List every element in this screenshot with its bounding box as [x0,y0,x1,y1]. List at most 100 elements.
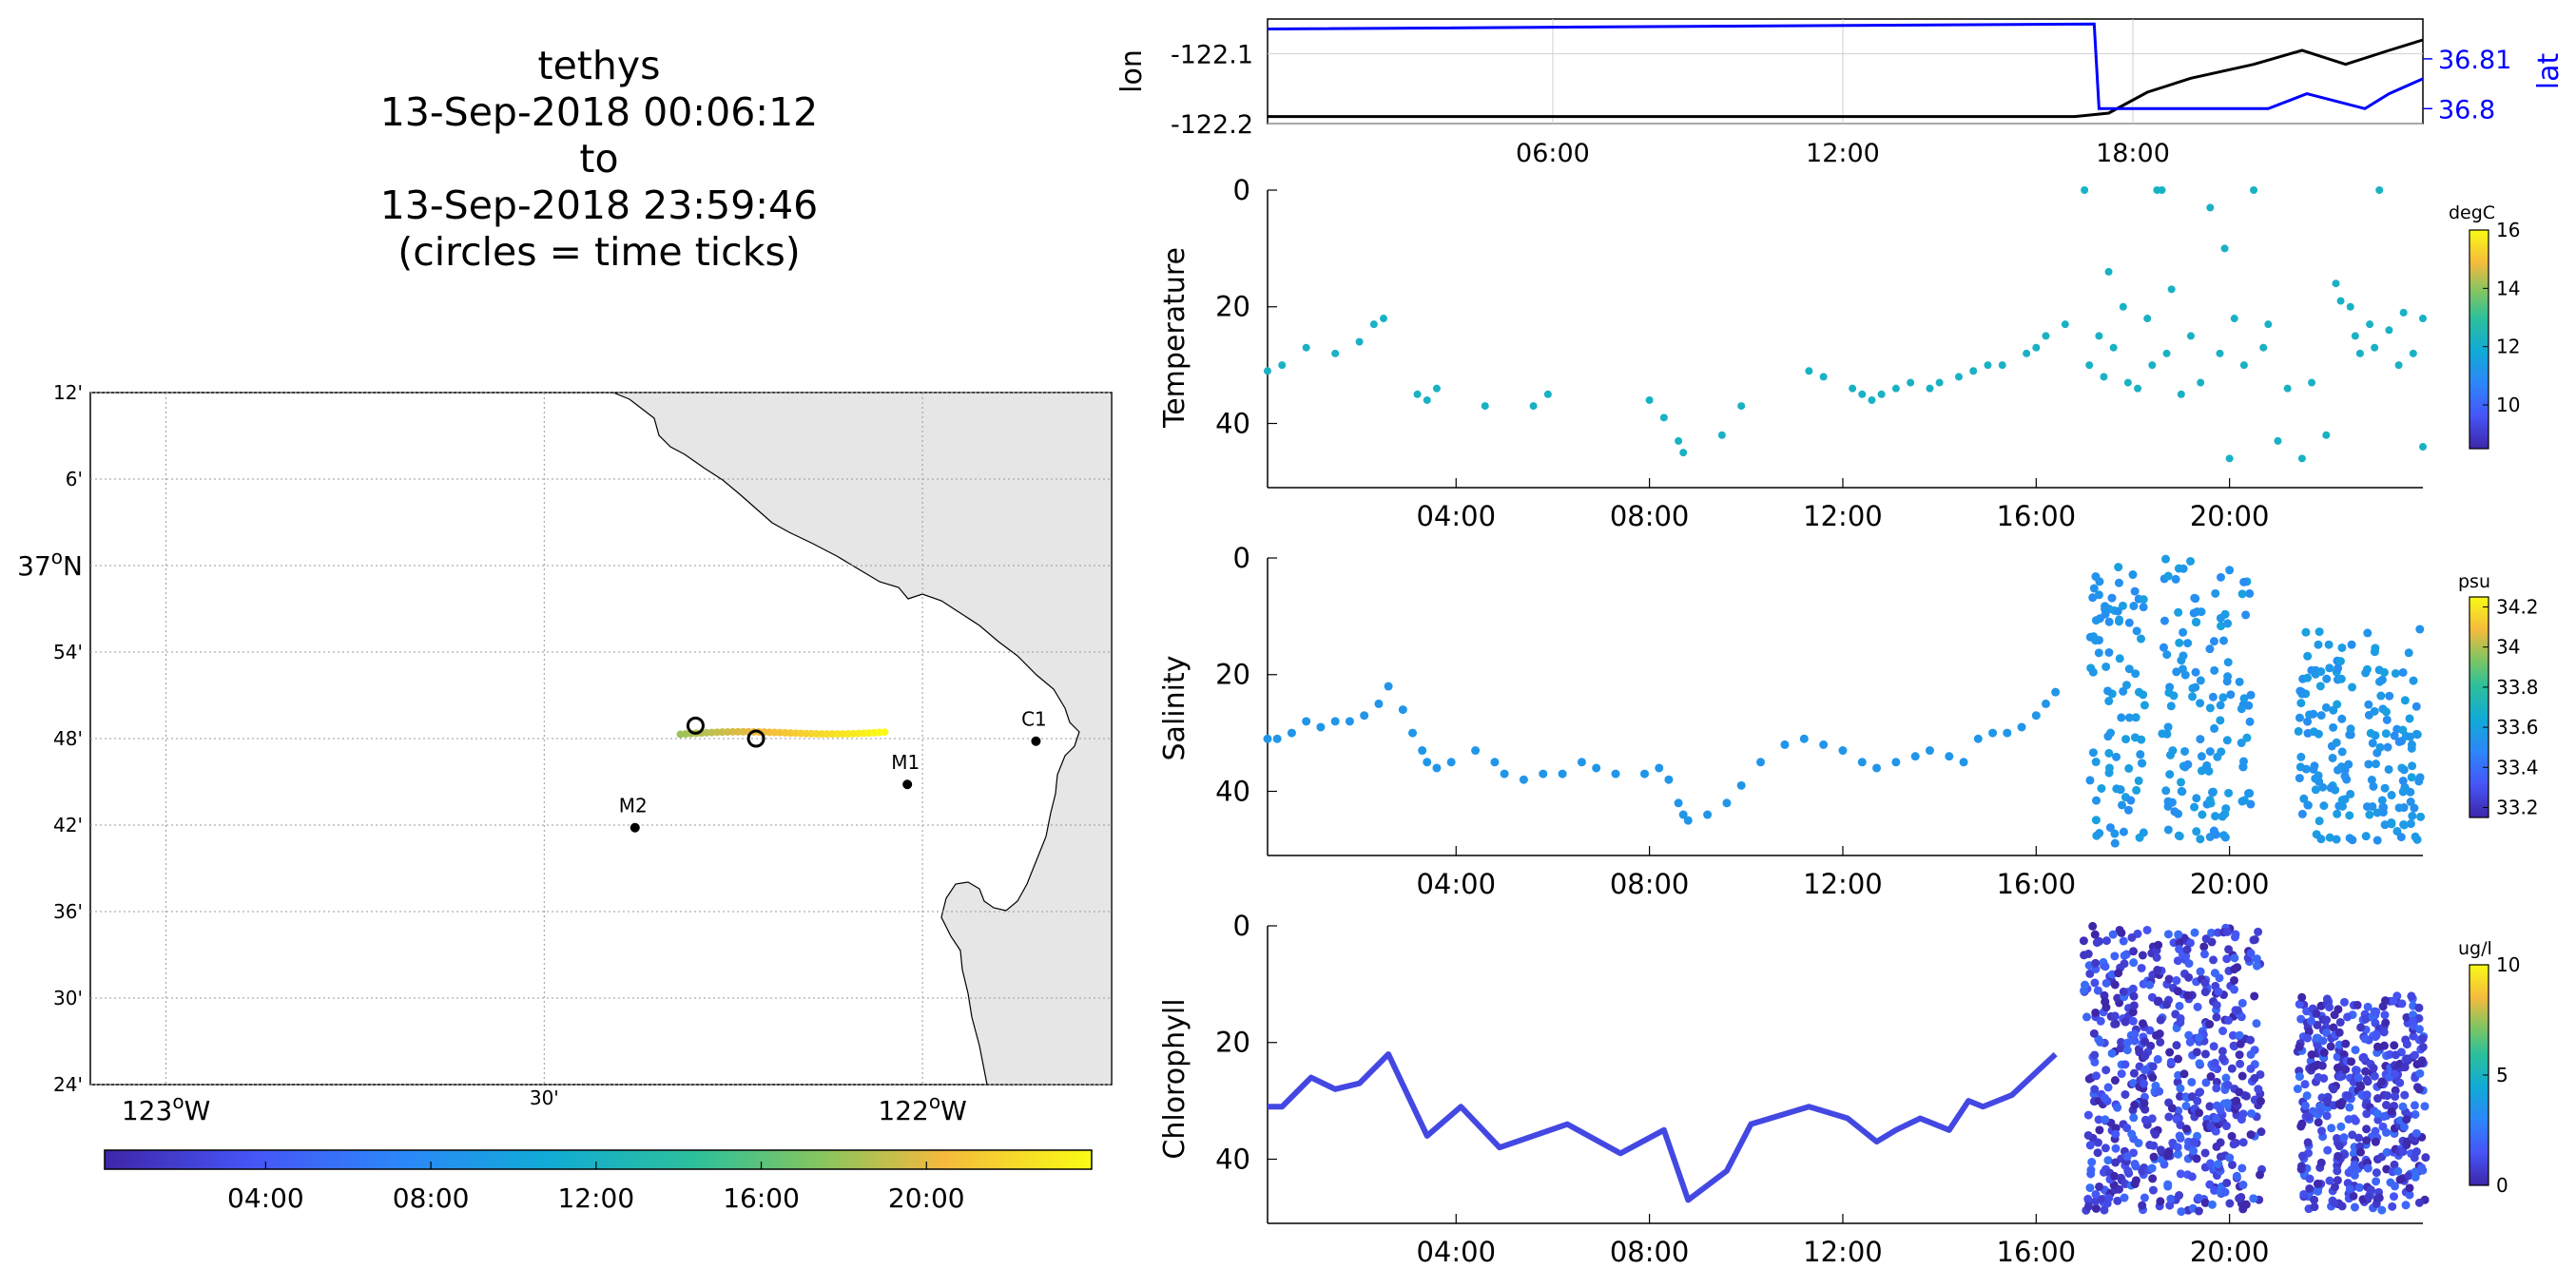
profile-point [2305,1174,2315,1183]
map-x-tick-label: 123oW [122,1090,210,1126]
profile-point [2351,1116,2360,1125]
profile-point [2363,1163,2373,1173]
profile-point [2333,1176,2342,1185]
profile-point [2223,619,2233,628]
profile-point [2192,1154,2201,1163]
profile-point [2101,1115,2110,1125]
data-point [1490,758,1500,767]
profile-point [2088,748,2098,758]
profile-point [2333,809,2342,818]
profile-point [2113,606,2122,616]
data-point [2297,454,2306,463]
data-point [1611,769,1620,779]
profile-point [2181,1125,2191,1134]
profile-point [2230,965,2239,974]
data-point [2167,285,2176,294]
profile-point [2334,663,2343,673]
data-point [2186,332,2195,340]
map-y-ticks: 24' 30' 36' 42' 48' 54' 37oN 6' 12' [17,381,83,1096]
profile-point [2197,607,2206,617]
profile-point [2192,794,2201,803]
profile-point [2353,1000,2362,1009]
profile-point [2245,789,2255,798]
data-point [1877,390,1886,398]
profile-point [2337,714,2347,723]
profile-point [2079,936,2088,946]
profile-point [2398,777,2408,786]
profile-point [2295,999,2304,1009]
profile-point [2334,1151,2343,1161]
profile-point [2337,1201,2347,1211]
profile-point [2205,703,2215,713]
profile-point [2315,627,2324,637]
profile-point [2190,802,2199,812]
profile-point [2400,1090,2410,1100]
data-point [1969,367,1978,375]
profile-point [2359,1052,2369,1062]
x-tick-label: 08:00 [1610,500,1690,532]
profile-point [2153,966,2162,975]
profile-point [2406,787,2415,797]
profile-point [2372,1177,2381,1186]
profile-point [2237,739,2246,748]
profile-point [2348,836,2357,845]
map-track [676,716,889,748]
profile-point [2095,577,2104,586]
profile-point [2159,643,2168,652]
data-point [2225,454,2234,463]
profile-point [2184,972,2194,982]
profile-point [2322,1111,2332,1121]
profile-point [2209,955,2218,965]
profile-point [2196,699,2205,708]
data-point [1330,717,1340,726]
profile-point [2090,1085,2100,1094]
profile-point [2208,692,2218,702]
profile-point [2335,1072,2345,1082]
profile-point [2162,1000,2172,1009]
profile-point [2110,829,2120,838]
profile-point [2083,1201,2093,1211]
profile-point [2193,1002,2202,1011]
profile-point [2083,1110,2093,1120]
profile-point [2091,1203,2101,1213]
data-point [1674,798,1683,808]
profile-point [2104,697,2114,706]
profile-point [2402,1040,2411,1049]
profile-point [2100,1205,2109,1215]
data-point [1263,734,1272,743]
profile-point [2322,674,2332,683]
profile-point [2322,1096,2332,1105]
profile-point [2178,787,2187,797]
temperature-axis-label: Temperature [1158,247,1191,429]
profile-point [2376,691,2386,701]
profile-point [2138,759,2147,768]
profile-point [2189,1137,2198,1146]
profile-point [2090,1057,2100,1067]
profile-point [2221,1073,2231,1083]
profile-point [2325,1003,2334,1012]
profile-point [2235,1050,2244,1060]
profile-point [2096,1037,2105,1047]
profile-point [2406,798,2415,807]
profile-point [2296,699,2306,708]
profile-point [2366,728,2375,738]
profile-point [2185,1037,2195,1047]
data-point [2042,332,2050,340]
profile-point [2249,1194,2258,1203]
profile-point [2405,714,2414,723]
profile-point [2209,637,2218,646]
land-coastline [612,393,1112,1085]
profile-point [2387,1106,2396,1116]
profile-point [2181,952,2191,961]
profile-point [2303,800,2313,810]
profile-point [2246,1049,2256,1059]
temperature-panel: 0 20 40 04:00 08:00 12:00 16:00 20:00 Temperatu… [1158,174,2520,532]
profile-point [2312,1033,2321,1043]
data-point [1819,373,1828,381]
profile-point [2127,932,2137,942]
colorbar-tick-label: 33.6 [2496,716,2539,739]
profile-point [2317,1126,2327,1136]
profile-point [2210,1185,2219,1195]
station-label: M2 [619,795,648,817]
